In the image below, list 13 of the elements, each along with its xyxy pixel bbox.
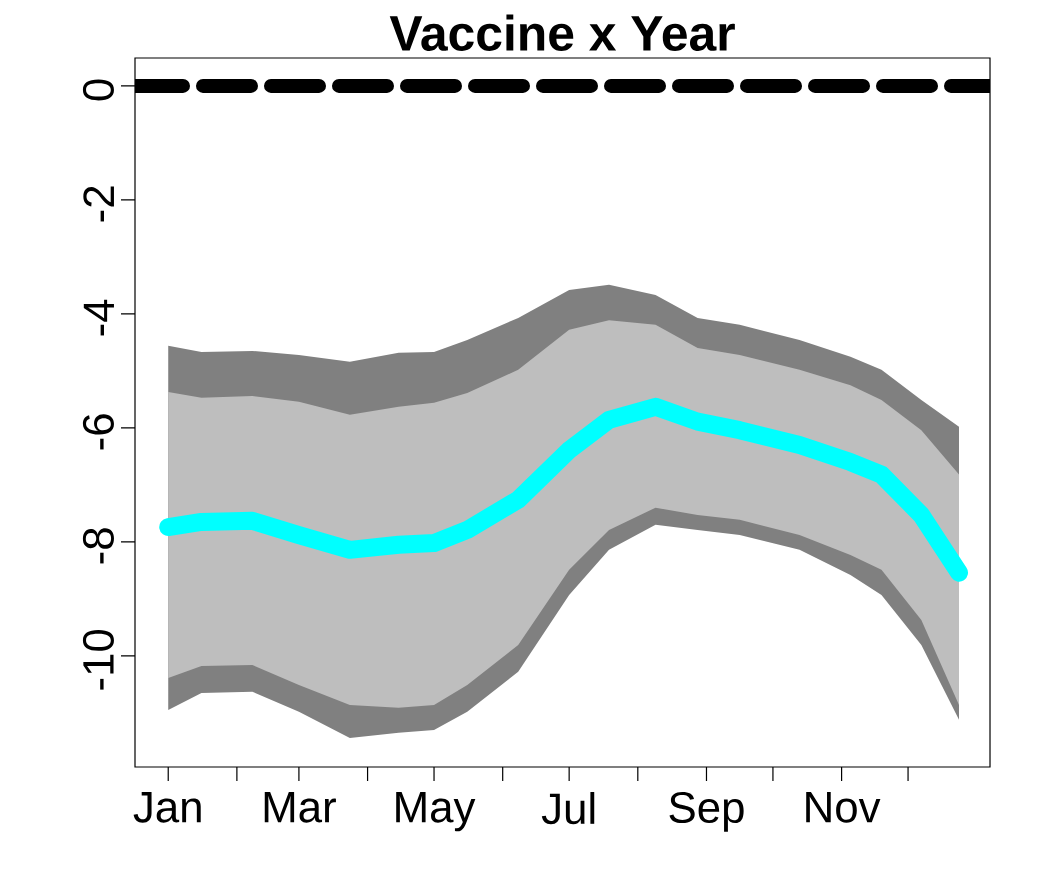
x-tick-label: Nov (806, 792, 881, 823)
x-tick-label: May (396, 792, 476, 832)
y-tick-label: -2 (83, 186, 114, 222)
x-tick-label: Sep (669, 792, 744, 832)
y-tick-label: -8 (82, 528, 114, 564)
x-tick-label: Jan (133, 792, 201, 823)
y-tick-label: -4 (83, 299, 114, 336)
chart-title: Vaccine x Year (389, 14, 735, 52)
x-tick-label: Jul (541, 792, 595, 825)
y-tick-label: -6 (82, 414, 114, 450)
x-tick-label: Mar (264, 792, 336, 823)
y-tick-label: 0 (82, 79, 114, 101)
y-tick-label: -10 (82, 629, 114, 690)
